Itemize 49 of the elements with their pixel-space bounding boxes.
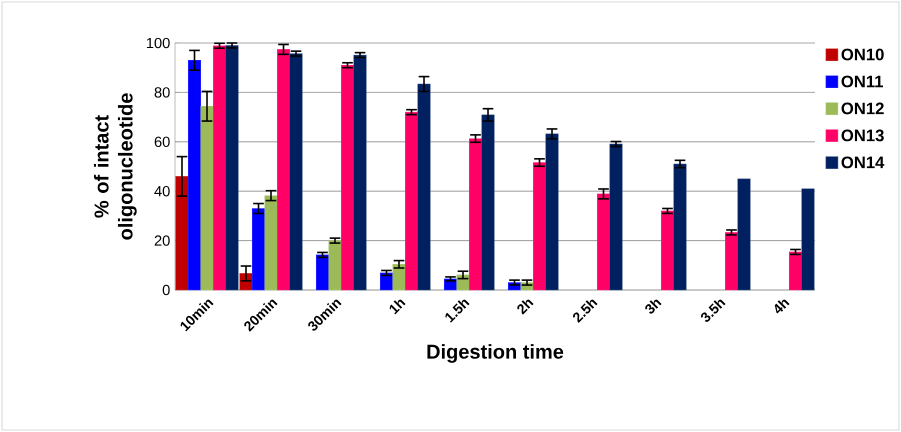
y-tick-label: 100 <box>146 38 170 48</box>
bar <box>609 144 623 290</box>
bar <box>380 272 394 290</box>
bar <box>660 210 674 290</box>
x-tick-label: 3h <box>645 300 662 314</box>
bar <box>353 54 367 290</box>
bar <box>252 208 266 290</box>
bar <box>737 178 751 290</box>
bar <box>596 194 610 290</box>
bar <box>316 254 330 290</box>
legend-label: ON11 <box>842 76 883 88</box>
bar <box>545 134 559 290</box>
x-tick-label: 1.5h <box>445 300 470 323</box>
x-tick-label: 3.5h <box>701 300 726 322</box>
bar <box>328 240 342 290</box>
x-tick-label: 1h <box>390 300 406 314</box>
x-axis-title: Digestion time <box>427 344 564 363</box>
bar <box>481 114 495 290</box>
bar <box>673 164 687 290</box>
legend-label: ON13 <box>842 130 884 142</box>
bar <box>392 264 406 290</box>
bar <box>788 252 802 290</box>
bar <box>200 106 214 290</box>
x-tick-label: 4h <box>774 300 790 314</box>
bar <box>724 232 738 290</box>
y-tick-label: 80 <box>154 87 170 98</box>
bar <box>264 195 278 290</box>
y-tick-label: 40 <box>154 186 170 196</box>
bar <box>801 188 815 290</box>
x-tick-label: 2.5h <box>573 300 598 323</box>
legend-label: ON12 <box>842 102 884 114</box>
bar <box>188 60 202 290</box>
y-tick-label: 60 <box>154 136 170 147</box>
bar <box>225 45 239 290</box>
bar <box>276 49 290 290</box>
y-tick-label: 0 <box>162 284 170 296</box>
bar <box>175 176 189 290</box>
bar <box>417 84 431 290</box>
x-tick-label: 2h <box>517 300 534 315</box>
y-axis-title: % of intact oligonucleotide <box>94 93 137 240</box>
legend-label: ON14 <box>842 156 884 168</box>
bar <box>532 162 546 290</box>
bar <box>340 64 354 290</box>
bar <box>468 138 482 290</box>
bar <box>289 53 303 290</box>
legend-label: ON10 <box>842 48 884 60</box>
bar <box>212 45 226 290</box>
y-tick-label: 20 <box>154 235 170 246</box>
bar <box>404 112 418 290</box>
